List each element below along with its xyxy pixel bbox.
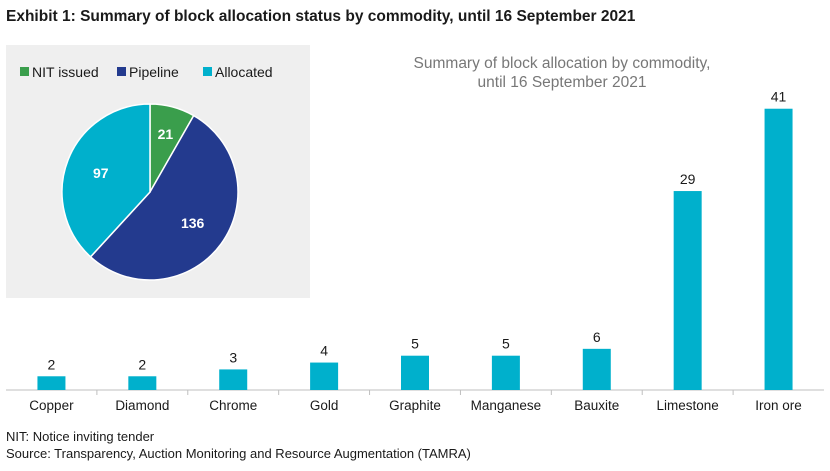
data-label: 41 xyxy=(771,89,787,105)
pie-slice-pipeline xyxy=(89,114,239,281)
legend-swatch xyxy=(20,67,29,76)
pie-slice-allocated xyxy=(61,103,151,258)
legend-label: Pipeline xyxy=(129,64,179,80)
x-tick-label: Graphite xyxy=(389,398,441,413)
data-label: 29 xyxy=(680,171,696,187)
bar-chart-title: Summary of block allocation by commodity… xyxy=(414,55,711,91)
x-tick-label: Limestone xyxy=(657,398,719,413)
data-label: 5 xyxy=(411,336,419,352)
data-label: 6 xyxy=(593,329,601,345)
x-tick-label: Bauxite xyxy=(574,398,619,413)
bar-limestone xyxy=(673,191,702,390)
bar-chrome xyxy=(219,369,248,390)
bar-iron-ore xyxy=(764,108,793,390)
exhibit-title: Exhibit 1: Summary of block allocation s… xyxy=(6,8,636,25)
bar-copper xyxy=(37,376,66,390)
pie-data-label: 97 xyxy=(93,165,109,181)
x-tick-label: Manganese xyxy=(471,398,542,413)
data-label: 5 xyxy=(502,336,510,352)
data-label: 3 xyxy=(229,349,237,365)
bar-bauxite xyxy=(582,348,611,390)
pie-data-label: 21 xyxy=(158,126,174,142)
x-tick-label: Diamond xyxy=(115,398,169,413)
bar-graphite xyxy=(401,355,429,390)
legend-swatch xyxy=(203,67,212,76)
data-label: 2 xyxy=(138,356,146,372)
data-label: 4 xyxy=(320,343,328,359)
x-tick-label: Copper xyxy=(29,398,74,413)
footnote-source: Source: Transparency, Auction Monitoring… xyxy=(6,446,471,461)
x-tick-label: Chrome xyxy=(209,398,257,413)
pie-data-label: 136 xyxy=(181,215,205,231)
bar-chart-title-line-1: Summary of block allocation by commodity… xyxy=(414,55,711,72)
bar-chart-title-line-2: until 16 September 2021 xyxy=(478,74,647,91)
legend-label: NIT issued xyxy=(32,64,99,80)
footnote-nit: NIT: Notice inviting tender xyxy=(6,429,155,444)
bar-diamond xyxy=(128,376,157,390)
legend-label: Allocated xyxy=(215,64,273,80)
bar-gold xyxy=(310,362,339,390)
data-label: 2 xyxy=(48,356,56,372)
bar-manganese xyxy=(491,355,520,390)
x-tick-label: Iron ore xyxy=(755,398,802,413)
legend-swatch xyxy=(117,67,126,76)
x-tick-label: Gold xyxy=(310,398,339,413)
